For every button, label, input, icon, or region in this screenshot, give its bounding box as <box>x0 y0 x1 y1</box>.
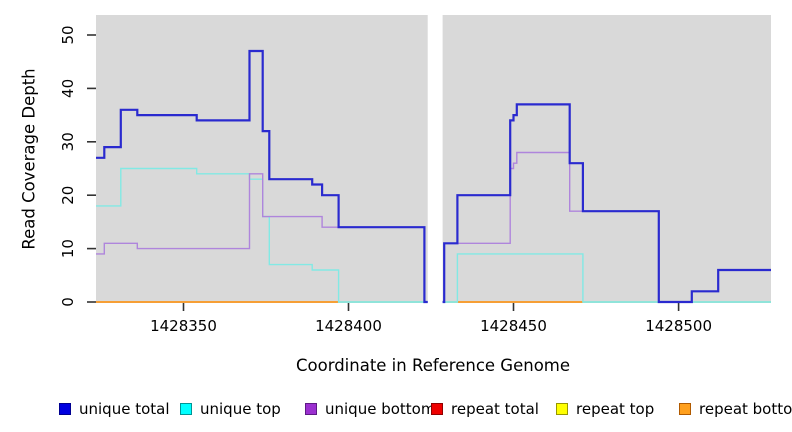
x-tick-label: 1428450 <box>480 317 547 335</box>
x-axis-title: Coordinate in Reference Genome <box>295 356 571 375</box>
y-tick-label: 30 <box>59 132 77 151</box>
legend-label: repeat top <box>576 400 655 418</box>
y-tick-label: 40 <box>59 79 77 98</box>
series-unique-top-line <box>442 253 771 303</box>
no-data-gap <box>427 15 443 303</box>
legend-label: unique bottom <box>325 400 436 418</box>
legend-swatch-unique-bottom <box>305 403 317 415</box>
x-tick-label: 1428350 <box>150 317 217 335</box>
legend-item-unique-bottom: unique bottom <box>305 398 435 420</box>
legend-label: unique top <box>200 400 281 418</box>
legend-item-repeat-bottom: repeat bottom <box>679 398 792 420</box>
y-axis-title: Read Coverage Depth <box>19 68 39 250</box>
legend-item-repeat-top: repeat top <box>556 398 654 420</box>
series-unique-total-line <box>96 49 428 304</box>
legend-swatch-unique-top <box>180 403 192 415</box>
legend-swatch-repeat-total <box>431 403 443 415</box>
x-tick-label: 1428500 <box>645 317 712 335</box>
legend-item-unique-total: unique total <box>59 398 170 420</box>
legend-label: unique total <box>79 400 170 418</box>
y-tick-label: 10 <box>59 239 77 258</box>
legend-label: repeat total <box>451 400 539 418</box>
legend-swatch-unique-total <box>59 403 71 415</box>
y-tick-label: 50 <box>59 25 77 44</box>
legend-item-unique-top: unique top <box>180 398 281 420</box>
legend: unique total unique top unique bottom repea… <box>0 398 792 422</box>
legend-label: repeat bottom <box>699 400 792 418</box>
legend-swatch-repeat-top <box>556 403 568 415</box>
y-tick-label: 20 <box>59 186 77 205</box>
legend-item-repeat-total: repeat total <box>431 398 539 420</box>
y-tick-label: 0 <box>59 297 77 307</box>
legend-swatch-repeat-bottom <box>679 403 691 415</box>
series-unique-total-line <box>442 103 771 304</box>
x-tick-label: 1428400 <box>315 317 382 335</box>
